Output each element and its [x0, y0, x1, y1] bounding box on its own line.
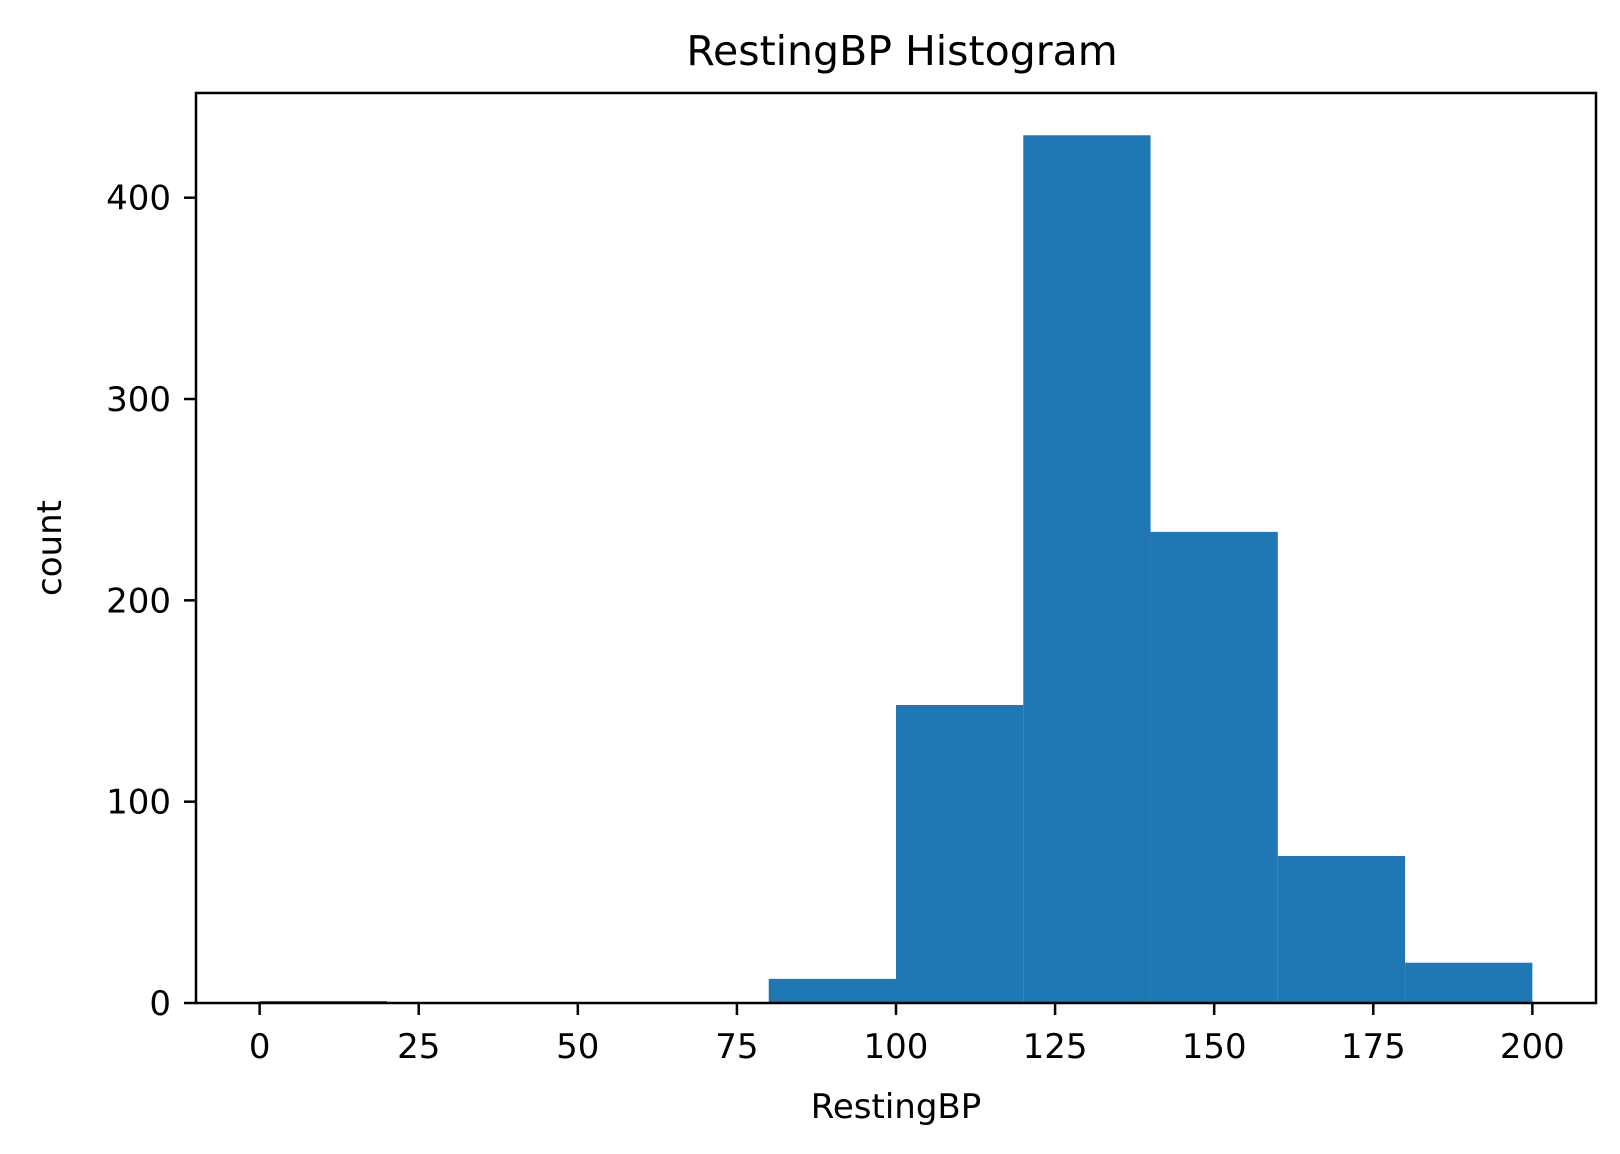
y-tick-label: 400: [106, 179, 171, 219]
y-tick-label: 200: [106, 581, 171, 621]
x-tick-label: 125: [1023, 1027, 1088, 1067]
x-axis-ticks: 0 25 50 75 100 125 150 175 200: [249, 1003, 1565, 1067]
bars-group: [259, 135, 1533, 1004]
histogram-bar: [1150, 531, 1278, 1003]
histogram-bar: [1405, 962, 1533, 1003]
x-tick-label: 175: [1341, 1027, 1406, 1067]
y-tick-label: 300: [106, 380, 171, 420]
x-tick-label: 200: [1500, 1027, 1565, 1067]
histogram-bar: [768, 978, 896, 1003]
histogram-bar: [1023, 135, 1151, 1004]
chart-title: RestingBP Histogram: [686, 27, 1117, 75]
histogram-bar: [896, 705, 1024, 1003]
y-axis-ticks: 0 100 200 300 400: [106, 179, 196, 1024]
y-axis-label: count: [30, 500, 70, 596]
x-tick-label: 25: [397, 1027, 440, 1067]
x-axis-label: RestingBP: [811, 1087, 981, 1127]
x-tick-label: 100: [864, 1027, 929, 1067]
x-tick-label: 75: [715, 1027, 758, 1067]
x-tick-label: 150: [1182, 1027, 1247, 1067]
x-tick-label: 0: [249, 1027, 271, 1067]
y-tick-label: 0: [149, 984, 171, 1024]
histogram-bar: [1277, 856, 1406, 1003]
y-tick-label: 100: [106, 783, 171, 823]
x-tick-label: 50: [556, 1027, 599, 1067]
